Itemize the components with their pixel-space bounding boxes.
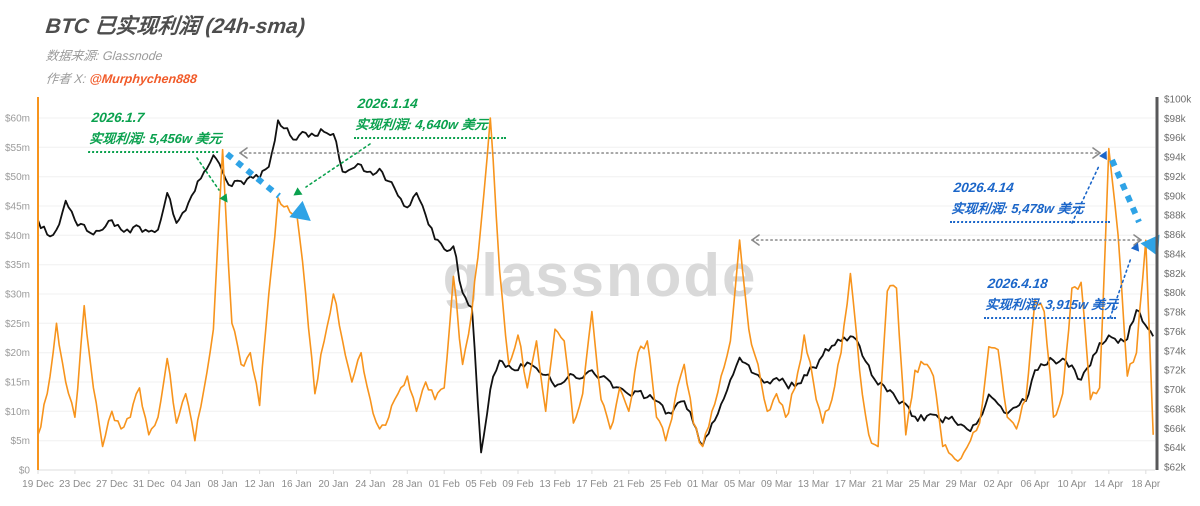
x-axis-tick: 20 Jan <box>318 479 348 490</box>
x-axis-tick: 24 Jan <box>355 479 385 490</box>
x-axis-tick: 01 Mar <box>687 479 719 490</box>
x-axis-tick: 21 Feb <box>613 479 645 490</box>
left-axis-tick: $30m <box>5 290 30 301</box>
right-axis-tick: $88k <box>1164 211 1187 222</box>
x-axis-tick: 28 Jan <box>392 479 422 490</box>
x-axis-tick: 06 Apr <box>1021 479 1051 490</box>
right-axis-tick: $80k <box>1164 288 1187 299</box>
annotation-date: 2026.4.18 <box>986 276 1049 291</box>
author-label: 作者 X: <box>45 72 87 86</box>
x-axis-tick: 05 Feb <box>466 479 498 490</box>
x-axis-tick: 16 Jan <box>281 479 311 490</box>
left-axis-tick: $45m <box>5 202 30 213</box>
right-axis-tick: $62k <box>1164 463 1187 474</box>
x-axis-tick: 14 Apr <box>1094 479 1124 490</box>
realized-profit-line <box>37 117 1154 462</box>
right-axis-tick: $66k <box>1164 424 1187 435</box>
annotation-date: 2026.1.7 <box>90 110 146 125</box>
left-axis-tick: $25m <box>5 319 30 330</box>
x-axis-tick: 13 Feb <box>539 479 571 490</box>
author-line: 作者 X: @Murphychen888 <box>45 68 306 87</box>
annotation-date: 2026.4.14 <box>952 180 1015 195</box>
page-title: BTC 已实现利润 (24h-sma) <box>44 15 307 38</box>
right-axis-tick: $94k <box>1164 153 1187 164</box>
x-axis-tick: 25 Feb <box>650 479 682 490</box>
annotation-date: 2026.1.14 <box>356 96 419 111</box>
right-axis-tick: $84k <box>1164 249 1187 260</box>
left-axis-tick: $40m <box>5 231 30 242</box>
left-axis-tick: $50m <box>5 172 30 183</box>
left-axis-tick: $15m <box>5 378 30 389</box>
x-axis-tick: 19 Dec <box>22 479 54 490</box>
right-axis-tick: $74k <box>1164 346 1187 357</box>
right-axis-tick: $72k <box>1164 366 1187 377</box>
right-axis-tick: $70k <box>1164 385 1187 396</box>
annotation-value: 实现利润: 5,478w 美元 <box>950 201 1085 216</box>
x-axis-tick: 09 Mar <box>761 479 793 490</box>
x-axis-tick: 17 Feb <box>576 479 608 490</box>
left-axis-tick: $10m <box>5 407 30 418</box>
x-axis-tick: 27 Dec <box>96 479 128 490</box>
left-axis-tick: $60m <box>5 114 30 125</box>
x-axis-tick: 18 Apr <box>1131 479 1161 490</box>
left-axis-tick: $20m <box>5 348 30 359</box>
x-axis-tick: 05 Mar <box>724 479 756 490</box>
right-axis-tick: $96k <box>1164 133 1187 144</box>
annotation-2026-4-18: 2026.4.18 实现利润: 3,915w 美元 <box>984 276 1121 319</box>
right-axis-tick: $86k <box>1164 230 1187 241</box>
right-axis-tick: $98k <box>1164 114 1187 125</box>
x-axis-tick: 02 Apr <box>984 479 1014 490</box>
right-axis-tick: $92k <box>1164 172 1187 183</box>
x-axis-tick: 12 Jan <box>245 479 275 490</box>
annotation-value: 实现利润: 4,640w 美元 <box>354 117 489 132</box>
annotation-2026-1-14: 2026.1.14 实现利润: 4,640w 美元 <box>354 96 511 139</box>
left-axis-tick: $55m <box>5 143 30 154</box>
data-source-label: 数据来源: Glassnode <box>45 49 164 63</box>
chart-header: BTC 已实现利润 (24h-sma) 数据来源: Glassnode 作者 X… <box>44 10 307 87</box>
left-axis-tick: $0 <box>19 466 31 477</box>
x-axis-tick: 25 Mar <box>909 479 941 490</box>
x-axis-tick: 10 Apr <box>1057 479 1087 490</box>
right-axis-tick: $78k <box>1164 308 1187 319</box>
x-axis-tick: 04 Jan <box>171 479 201 490</box>
x-axis-tick: 01 Feb <box>429 479 461 490</box>
x-axis-tick: 23 Dec <box>59 479 91 490</box>
left-axis-tick: $5m <box>11 436 30 447</box>
x-axis-tick: 21 Mar <box>872 479 904 490</box>
glassnode-watermark: glassnode <box>443 242 758 309</box>
x-axis-tick: 17 Mar <box>835 479 867 490</box>
right-axis-spine <box>1155 97 1159 470</box>
x-axis-tick: 31 Dec <box>133 479 165 490</box>
right-axis-tick: $68k <box>1164 404 1187 415</box>
right-axis-tick: $82k <box>1164 269 1187 280</box>
x-axis-tick: 09 Feb <box>502 479 534 490</box>
left-axis-tick: $35m <box>5 260 30 271</box>
x-axis-tick: 13 Mar <box>798 479 830 490</box>
right-axis-tick: $64k <box>1164 443 1187 454</box>
right-axis-tick: $100k <box>1164 95 1192 106</box>
right-axis-tick: $76k <box>1164 327 1187 338</box>
right-axis-tick: $90k <box>1164 191 1187 202</box>
x-axis-tick: 08 Jan <box>208 479 238 490</box>
annotation-2026-4-14: 2026.4.14 实现利润: 5,478w 美元 <box>950 180 1115 223</box>
annotation-2026-1-7: 2026.1.7 实现利润: 5,456w 美元 <box>88 110 223 153</box>
x-axis-tick: 29 Mar <box>946 479 978 490</box>
annotation-value: 实现利润: 3,915w 美元 <box>984 297 1119 312</box>
annotation-value: 实现利润: 5,456w 美元 <box>88 131 223 146</box>
author-handle: @Murphychen888 <box>88 72 198 86</box>
